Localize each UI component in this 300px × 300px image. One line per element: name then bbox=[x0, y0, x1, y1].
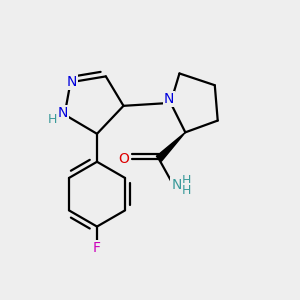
Text: O: O bbox=[119, 152, 130, 166]
Text: H: H bbox=[48, 112, 57, 126]
Text: H: H bbox=[182, 184, 191, 197]
Text: N: N bbox=[58, 106, 68, 120]
Text: H: H bbox=[182, 173, 191, 187]
Polygon shape bbox=[156, 132, 185, 161]
Text: N: N bbox=[171, 178, 182, 192]
Text: F: F bbox=[93, 241, 101, 255]
Text: N: N bbox=[164, 92, 174, 106]
Text: N: N bbox=[67, 75, 77, 89]
